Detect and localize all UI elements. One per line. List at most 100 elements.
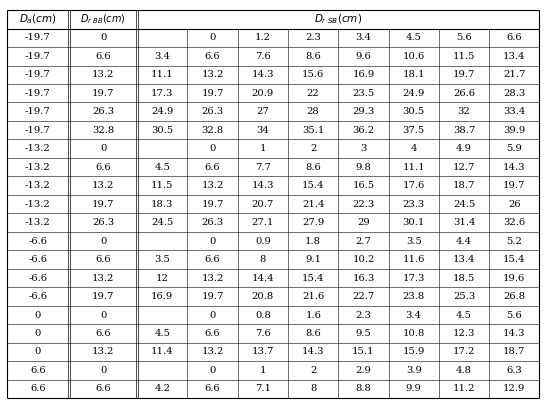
- Text: 31.4: 31.4: [453, 218, 475, 227]
- Text: -13.2: -13.2: [25, 144, 51, 153]
- Text: 15.6: 15.6: [302, 70, 324, 79]
- Text: 0.8: 0.8: [255, 310, 271, 320]
- Text: 26: 26: [508, 199, 521, 209]
- Text: -19.7: -19.7: [25, 126, 51, 135]
- Text: 24.9: 24.9: [402, 89, 425, 98]
- Text: 19.7: 19.7: [92, 199, 114, 209]
- Text: 2: 2: [310, 366, 316, 375]
- Text: 20.9: 20.9: [252, 89, 274, 98]
- Text: -13.2: -13.2: [25, 163, 51, 172]
- Text: 26.3: 26.3: [92, 218, 114, 227]
- Text: 11.6: 11.6: [402, 255, 425, 264]
- Text: 3.5: 3.5: [406, 237, 422, 245]
- Text: 7.6: 7.6: [255, 329, 271, 338]
- Text: 13.7: 13.7: [252, 347, 274, 357]
- Text: 0: 0: [210, 310, 216, 320]
- Text: 30.1: 30.1: [402, 218, 425, 227]
- Text: -6.6: -6.6: [28, 274, 48, 283]
- Text: 24.5: 24.5: [151, 218, 174, 227]
- Text: 22.7: 22.7: [352, 292, 375, 301]
- Text: 15.4: 15.4: [503, 255, 526, 264]
- Text: 8: 8: [260, 255, 266, 264]
- Text: 3.9: 3.9: [406, 366, 422, 375]
- Text: 9.8: 9.8: [355, 163, 371, 172]
- Text: 4.5: 4.5: [456, 310, 472, 320]
- Text: 5.6: 5.6: [456, 33, 472, 42]
- Text: 0: 0: [100, 237, 106, 245]
- Text: 6.6: 6.6: [205, 384, 221, 393]
- Text: 3.4: 3.4: [355, 33, 371, 42]
- Text: 4.4: 4.4: [456, 237, 472, 245]
- Text: 18.3: 18.3: [151, 199, 174, 209]
- Text: 1: 1: [260, 144, 266, 153]
- Text: 32.8: 32.8: [92, 126, 114, 135]
- Text: 19.6: 19.6: [503, 274, 525, 283]
- Text: 19.7: 19.7: [201, 199, 224, 209]
- Text: 11.5: 11.5: [151, 181, 174, 190]
- Text: 9.6: 9.6: [355, 52, 371, 61]
- Text: 19.7: 19.7: [201, 292, 224, 301]
- Text: 15.1: 15.1: [352, 347, 375, 357]
- Text: 1.6: 1.6: [305, 310, 321, 320]
- Text: 12: 12: [156, 274, 169, 283]
- Text: 30.5: 30.5: [402, 107, 425, 116]
- Text: 11.1: 11.1: [402, 163, 425, 172]
- Text: 10.8: 10.8: [402, 329, 425, 338]
- Text: 4.8: 4.8: [456, 366, 472, 375]
- Text: 0: 0: [100, 310, 106, 320]
- Text: 0: 0: [100, 144, 106, 153]
- Text: 36.2: 36.2: [352, 126, 375, 135]
- Text: 8: 8: [310, 384, 316, 393]
- Text: 18.1: 18.1: [402, 70, 425, 79]
- Text: 4.5: 4.5: [406, 33, 422, 42]
- Text: 22: 22: [307, 89, 319, 98]
- Text: -13.2: -13.2: [25, 199, 51, 209]
- Text: 2.3: 2.3: [355, 310, 371, 320]
- Text: 19.7: 19.7: [503, 181, 525, 190]
- Text: 13.4: 13.4: [503, 52, 526, 61]
- Text: 1.2: 1.2: [255, 33, 271, 42]
- Text: 0: 0: [210, 33, 216, 42]
- Text: 13.2: 13.2: [201, 347, 224, 357]
- Text: 0: 0: [34, 347, 41, 357]
- Text: 13.2: 13.2: [92, 347, 114, 357]
- Text: 27.1: 27.1: [252, 218, 274, 227]
- Text: 7.6: 7.6: [255, 52, 271, 61]
- Text: 6.6: 6.6: [95, 329, 111, 338]
- Text: 25.3: 25.3: [453, 292, 475, 301]
- Text: -13.2: -13.2: [25, 218, 51, 227]
- Text: 19.7: 19.7: [92, 292, 114, 301]
- Text: 18.7: 18.7: [503, 347, 525, 357]
- Text: 23.8: 23.8: [402, 292, 425, 301]
- Text: 35.1: 35.1: [302, 126, 324, 135]
- Text: 3.5: 3.5: [155, 255, 170, 264]
- Text: 26.3: 26.3: [201, 218, 224, 227]
- Text: 24.5: 24.5: [453, 199, 475, 209]
- Text: 4.5: 4.5: [155, 163, 170, 172]
- Text: 13.2: 13.2: [201, 274, 224, 283]
- Text: 16.9: 16.9: [151, 292, 174, 301]
- Text: 14.4: 14.4: [252, 274, 274, 283]
- Text: 29.3: 29.3: [352, 107, 375, 116]
- Text: 19.7: 19.7: [201, 89, 224, 98]
- Text: 0: 0: [210, 144, 216, 153]
- Text: 7.1: 7.1: [255, 384, 271, 393]
- Text: 8.6: 8.6: [305, 163, 321, 172]
- Text: 1: 1: [260, 366, 266, 375]
- Text: 7.7: 7.7: [255, 163, 271, 172]
- Text: 29: 29: [357, 218, 370, 227]
- Text: 2.9: 2.9: [355, 366, 371, 375]
- Text: 12.7: 12.7: [453, 163, 475, 172]
- Text: 38.7: 38.7: [453, 126, 475, 135]
- Text: 3.4: 3.4: [406, 310, 422, 320]
- Text: 14.3: 14.3: [503, 163, 526, 172]
- Text: -19.7: -19.7: [25, 33, 51, 42]
- Text: 20.8: 20.8: [252, 292, 274, 301]
- Text: -6.6: -6.6: [28, 255, 48, 264]
- Text: 4.5: 4.5: [155, 329, 170, 338]
- Text: 17.3: 17.3: [151, 89, 174, 98]
- Text: 15.4: 15.4: [302, 274, 324, 283]
- Text: 13.2: 13.2: [201, 181, 224, 190]
- Text: -6.6: -6.6: [28, 237, 48, 245]
- Text: 26.3: 26.3: [92, 107, 114, 116]
